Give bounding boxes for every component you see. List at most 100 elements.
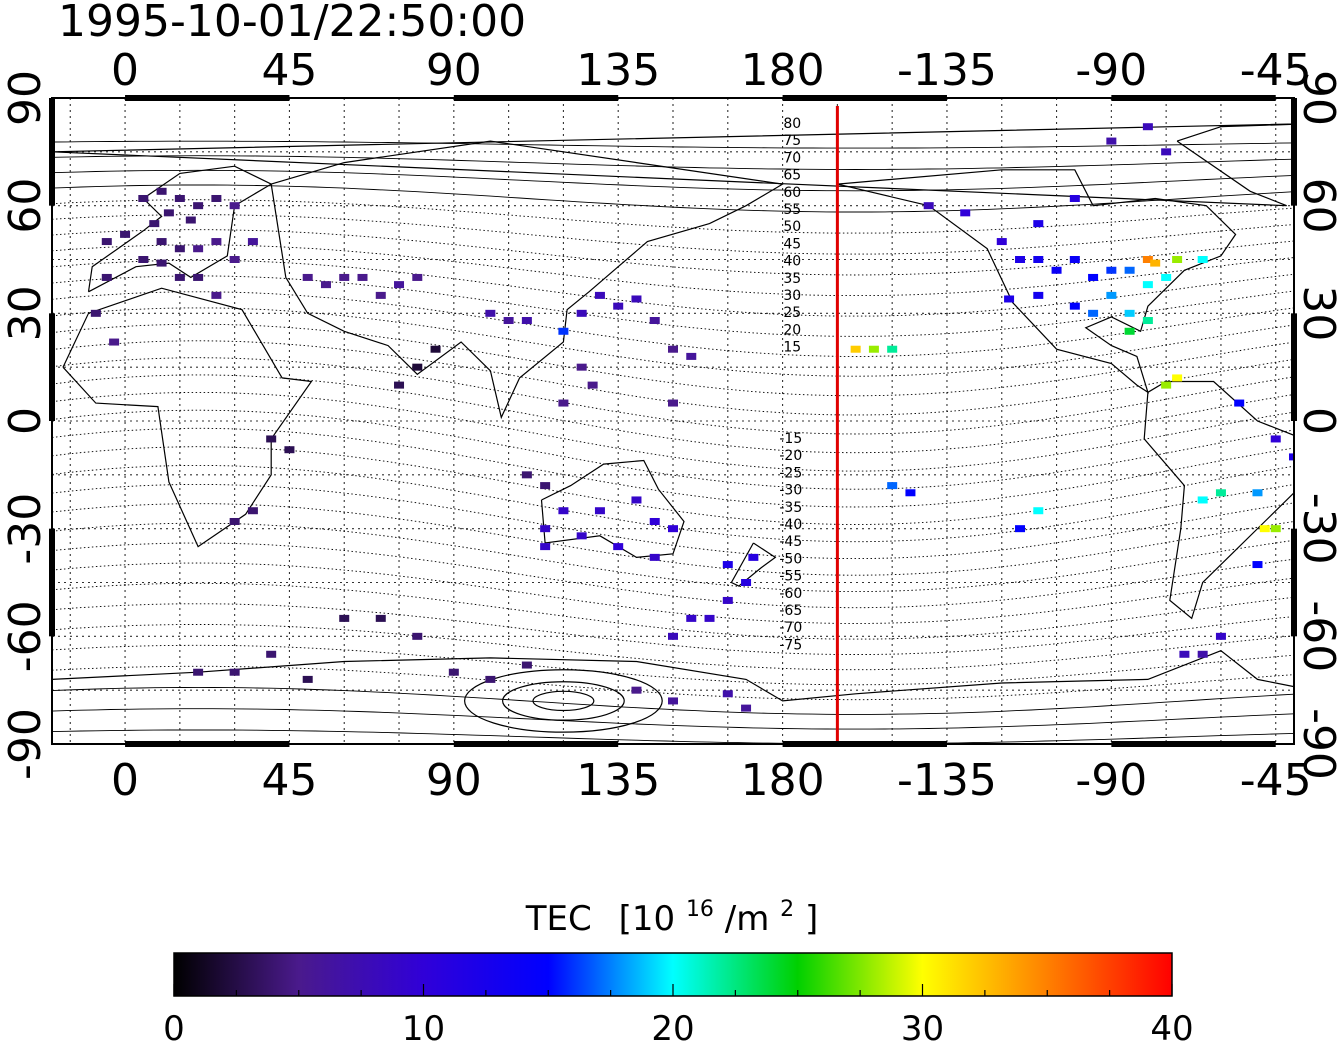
contour-label: 50: [783, 219, 801, 235]
colorbar-tick-label: 10: [402, 1009, 445, 1048]
contour-label: 60: [783, 185, 801, 201]
colorbar-title-main: TEC: [525, 899, 592, 939]
axis-bar-top: [1111, 95, 1276, 101]
tec-cell: [174, 194, 185, 202]
tec-cell: [1252, 489, 1263, 497]
tec-cell: [1142, 123, 1153, 131]
contour-line: [52, 275, 1294, 337]
colorbar-title: TEC [10 16 /m 2 ]: [525, 885, 818, 939]
tec-cell: [923, 202, 934, 210]
tec-cell: [1161, 148, 1172, 156]
axis-bar-right: [1291, 528, 1297, 637]
colorbar-tick-label: 20: [651, 1009, 694, 1048]
tec-cell: [540, 543, 551, 551]
contour-label: 75: [783, 133, 801, 149]
tec-cell: [101, 238, 112, 246]
tec-cell: [394, 281, 405, 289]
tec-cell: [1215, 632, 1226, 640]
right-latitude-labels: 90 60 30 0 -30 -60 -90: [1293, 70, 1344, 780]
tec-cell: [905, 489, 916, 497]
contour-label: -65: [779, 603, 802, 619]
magnetic-latitude-contours: [52, 140, 1294, 744]
colorbar-tick-label: 0: [163, 1009, 185, 1048]
coastline-south-america: [1143, 380, 1294, 620]
tec-cell: [748, 553, 759, 561]
colorbar-unit-end: ]: [805, 899, 818, 939]
left-lat-tick-label: 0: [0, 407, 51, 435]
tec-cell: [576, 532, 587, 540]
tec-cell: [704, 614, 715, 622]
south-pole-contour: [502, 681, 625, 721]
tec-cell: [1033, 256, 1044, 263]
tec-cell: [430, 345, 441, 353]
tec-cell: [649, 517, 660, 525]
tec-cell: [631, 496, 642, 504]
tec-cell: [412, 632, 423, 640]
tec-cell: [229, 517, 240, 525]
tec-cell: [1142, 317, 1153, 325]
right-lat-tick-label: -60: [1293, 600, 1344, 672]
frame-axis-bars: [49, 95, 1297, 747]
tec-cell: [576, 309, 587, 317]
tec-cell: [1106, 291, 1117, 299]
tec-cell: [594, 291, 605, 299]
right-lat-tick-label: -30: [1293, 493, 1344, 565]
coastline-greenland: [52, 123, 1294, 207]
contour-line: [52, 214, 1294, 255]
top-lon-tick-label: -45: [1240, 45, 1312, 96]
top-lon-tick-label: -135: [897, 45, 997, 96]
tec-cell: [741, 579, 752, 586]
tec-cell: [284, 446, 295, 454]
tec-cell: [1197, 256, 1208, 263]
tec-cell: [120, 230, 131, 238]
tec-cell: [558, 327, 569, 335]
tec-cell: [156, 259, 167, 267]
coastline-africa: [62, 287, 313, 548]
tec-cell: [1150, 259, 1161, 267]
contour-line: [52, 686, 1294, 715]
top-lon-tick-label: 135: [576, 45, 660, 96]
tec-cell: [193, 273, 204, 281]
right-lat-tick-label: 60: [1293, 178, 1344, 234]
coastline-asia: [270, 140, 785, 420]
tec-data-points: [90, 123, 1294, 712]
tec-cell: [1015, 525, 1026, 533]
axis-bar-bottom: [782, 741, 947, 747]
colorbar-unit-exp: 16: [686, 897, 714, 922]
tec-cell: [185, 216, 196, 224]
tec-cell: [156, 238, 167, 246]
tec-cell: [540, 525, 551, 533]
contour-label: 55: [783, 202, 801, 218]
tec-cell: [1124, 309, 1135, 317]
tec-cell: [960, 209, 971, 217]
tec-cell: [576, 363, 587, 371]
axis-bar-top: [782, 95, 947, 101]
tec-cell: [1142, 281, 1153, 289]
tec-cell: [1004, 295, 1015, 303]
contour-label: -20: [779, 448, 802, 464]
tec-cell: [1252, 561, 1263, 569]
tec-cell: [1142, 256, 1153, 263]
tec-cell: [686, 614, 697, 622]
contour-line: [52, 291, 1294, 357]
tec-cell: [868, 345, 879, 353]
tec-cell: [247, 507, 258, 515]
tec-cell: [247, 238, 258, 246]
tec-cell: [1033, 220, 1044, 228]
top-lon-tick-label: 180: [741, 45, 825, 96]
contour-label: -55: [779, 569, 802, 585]
tec-cell: [163, 209, 174, 217]
contour-line: [52, 169, 1294, 192]
tec-cell: [668, 399, 678, 407]
tec-cell: [521, 317, 532, 325]
tec-cell: [1106, 266, 1117, 274]
right-lat-tick-label: 30: [1293, 285, 1344, 341]
tec-cell: [1088, 273, 1099, 281]
tec-cell: [1197, 650, 1208, 658]
left-latitude-labels: 90 60 30 0 -30 -60 -90: [0, 70, 51, 780]
axis-bar-bottom: [453, 741, 619, 747]
tec-cell: [996, 238, 1007, 246]
tec-cell: [229, 256, 240, 263]
tec-cell: [1270, 435, 1281, 443]
